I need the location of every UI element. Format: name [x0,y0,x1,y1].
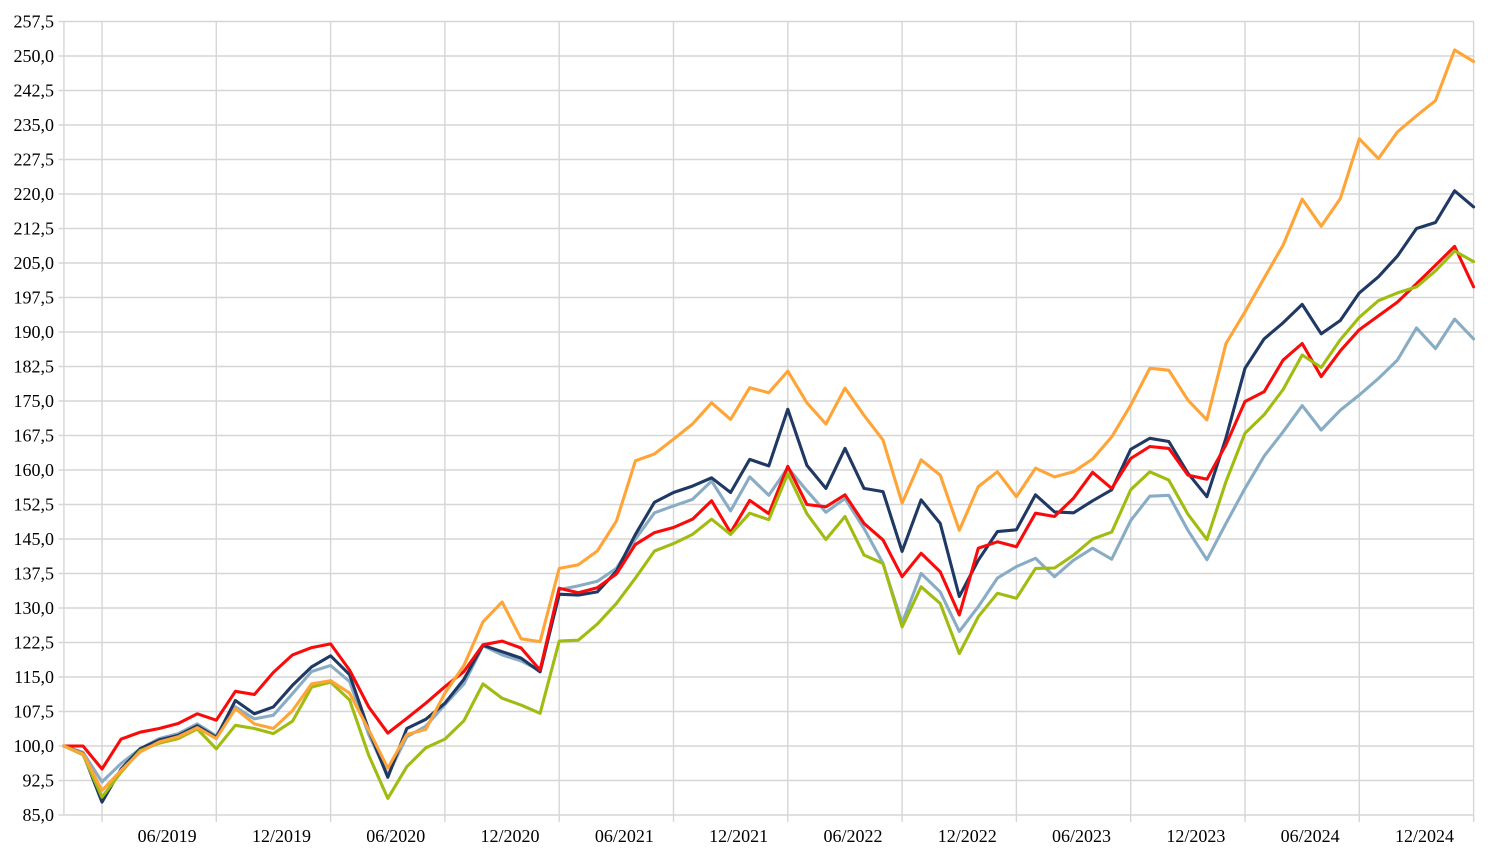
y-axis-tick-label: 167,5 [14,426,55,446]
x-axis-labels: 06/2019 12/2019 06/2020 12/2020 06/2021 12/20… [138,826,1454,846]
y-axis-tick-label: 205,0 [14,253,55,273]
y-axis-tick-label: 197,5 [14,288,55,308]
y-axis-tick-label: 250,0 [14,46,55,66]
y-axis-tick-label: 175,0 [14,391,55,411]
y-axis-tick-label: 227,5 [14,150,55,170]
y-axis-tick-label: 242,5 [14,81,55,101]
x-axis-tick-label: 06/2021 [595,826,654,846]
series-yellow-green-line [62,249,1476,800]
y-axis-tick-label: 152,5 [14,495,55,515]
y-axis-tick-label: 85,0 [23,805,55,825]
y-axis-tick-label: 92,5 [23,771,55,791]
x-axis-tick-label: 06/2024 [1281,826,1340,846]
x-axis-tick-label: 06/2023 [1052,826,1111,846]
y-axis-tick-label: 130,0 [14,598,55,618]
y-axis-tick-label: 100,0 [14,736,55,756]
y-axis-tick-label: 190,0 [14,322,55,342]
y-axis-tick-label: 182,5 [14,357,55,377]
x-axis-tick-label: 12/2021 [709,826,768,846]
y-axis-tick-label: 257,5 [14,12,55,32]
series-lines [62,48,1476,804]
x-axis-tick-label: 12/2022 [938,826,997,846]
x-axis-tick-label: 12/2019 [252,826,311,846]
y-axis-tick-label: 107,5 [14,702,55,722]
y-axis-tick-label: 160,0 [14,460,55,480]
x-axis-ticks [101,815,1475,822]
x-gridlines [63,21,1475,815]
series-light-blue-line [62,317,1476,784]
y-axis-tick-label: 145,0 [14,529,55,549]
x-axis-tick-label: 12/2023 [1166,826,1225,846]
y-axis-tick-label: 212,5 [14,219,55,239]
y-gridlines [58,20,1474,816]
y-axis-tick-label: 235,0 [14,115,55,135]
x-axis-tick-label: 06/2019 [138,826,197,846]
x-axis-tick-label: 06/2022 [823,826,882,846]
y-axis-tick-label: 220,0 [14,184,55,204]
y-axis-tick-label: 122,5 [14,633,55,653]
x-axis-tick-label: 12/2024 [1395,826,1454,846]
series-orange-line [62,48,1476,793]
y-axis-labels: 257,5 250,0 242,5 235,0 227,5 220,0 212,5 205,0… [14,12,55,826]
series-dark-blue-line [62,189,1476,804]
y-axis-tick-label: 115,0 [14,667,54,687]
x-axis-tick-label: 06/2020 [366,826,425,846]
series-red-line [62,244,1476,771]
y-axis-tick-label: 137,5 [14,564,55,584]
x-axis-tick-label: 12/2020 [481,826,540,846]
